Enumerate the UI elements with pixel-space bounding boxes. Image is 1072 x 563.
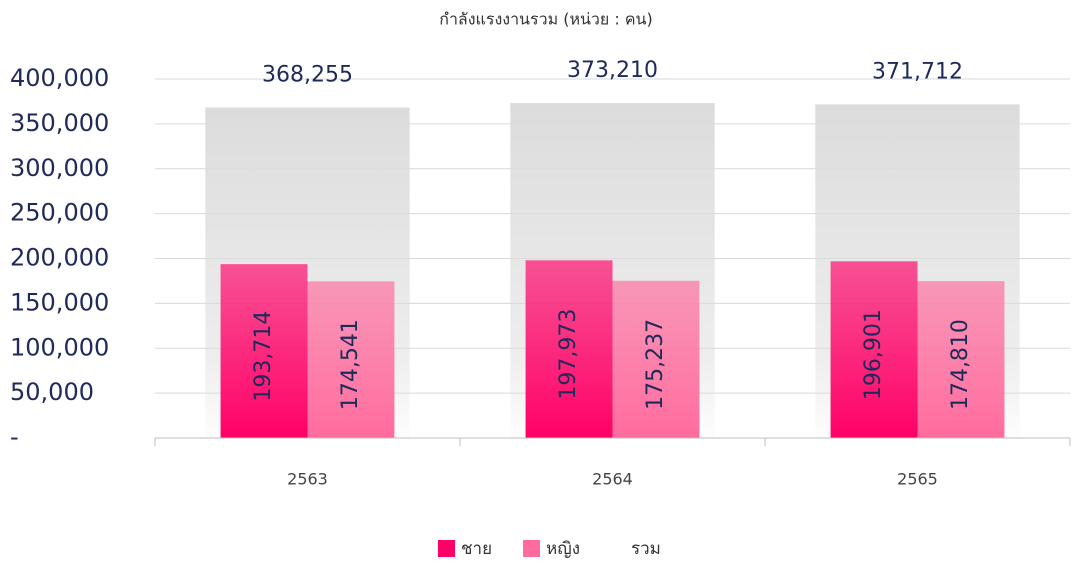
bar-value-label: 196,901	[861, 309, 886, 400]
bar	[917, 281, 1005, 438]
chart-title: กำลังแรงงานรวม (หน่วย : คน)	[439, 10, 652, 29]
x-tick-label: 2564	[592, 470, 633, 489]
bar	[612, 280, 700, 438]
y-tick-label: 250,000	[10, 199, 109, 227]
y-tick-label: 300,000	[10, 154, 109, 182]
bar-value-label: 197,973	[556, 309, 581, 400]
bar-value-label: 174,541	[338, 319, 363, 410]
legend-label: หญิง	[546, 539, 580, 559]
legend-label: รวม	[631, 539, 661, 559]
x-tick-label: 2565	[897, 470, 938, 489]
bar-value-label: 193,714	[251, 311, 276, 402]
y-tick-label: 150,000	[10, 288, 109, 316]
legend-label: ชาย	[461, 539, 492, 559]
total-label: 373,210	[567, 58, 658, 83]
bar-value-label: 174,810	[948, 319, 973, 410]
total-label: 368,255	[262, 62, 353, 87]
bar	[307, 281, 395, 438]
y-tick-label: 50,000	[10, 378, 94, 406]
legend-swatch	[608, 540, 625, 557]
y-tick-label: 400,000	[10, 64, 109, 92]
bar	[830, 261, 918, 438]
y-tick-label: -	[10, 423, 19, 451]
y-tick-label: 200,000	[10, 244, 109, 272]
total-label: 371,712	[872, 59, 963, 84]
bar-value-label: 175,237	[643, 319, 668, 410]
bar	[220, 264, 308, 438]
x-tick-label: 2563	[287, 470, 328, 489]
bar	[525, 260, 613, 438]
legend-swatch	[438, 540, 455, 557]
y-tick-label: 100,000	[10, 333, 109, 361]
legend-swatch	[523, 540, 540, 557]
y-tick-label: 350,000	[10, 109, 109, 137]
